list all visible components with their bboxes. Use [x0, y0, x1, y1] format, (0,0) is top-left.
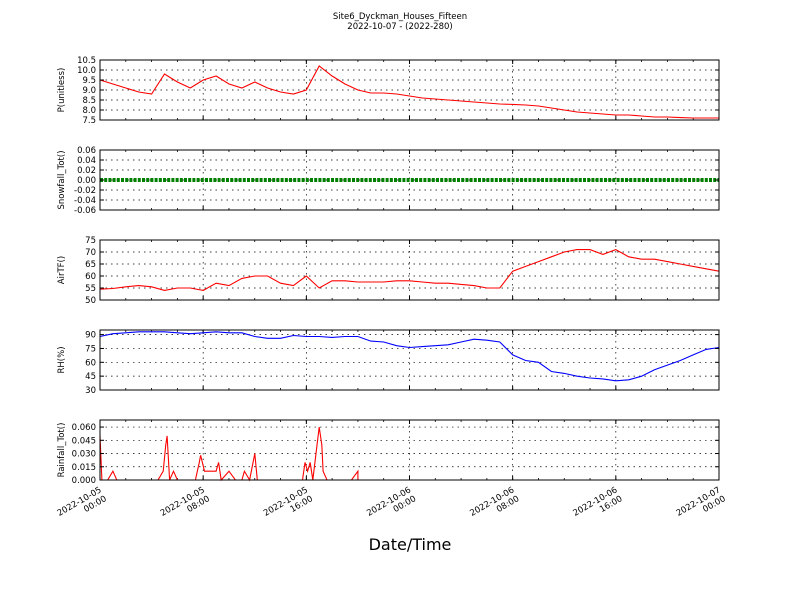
y-tick-label: 0.060 — [72, 423, 96, 433]
panel-3: 50 55 60 65 70 75 AirTF() — [57, 236, 720, 306]
y-tick-label: 55 — [85, 284, 96, 294]
series-line — [99, 331, 720, 382]
y-tick-label: 0.030 — [72, 450, 96, 460]
y-tick-label: 70 — [85, 248, 96, 258]
y-tick-label: 8.5 — [82, 96, 96, 106]
y-tick-label: 10.0 — [77, 66, 96, 76]
panels: 7.58.08.59.09.510.010.5P(unitless)-0.06-… — [57, 56, 720, 486]
axes-frame — [99, 329, 720, 391]
y-tick-label: 8.0 — [82, 106, 96, 116]
x-axis-label: Date/Time — [369, 535, 452, 554]
panel-5: 0.000 0.015 0.030 0.045 0.060 Rainfall_Tot() — [57, 419, 720, 486]
panel-1: 7.58.08.59.09.510.010.5 P(unitless) — [57, 56, 720, 126]
y-tick-label: 0.045 — [72, 436, 96, 446]
y-tick-label: 75 — [85, 344, 96, 354]
y-tick-label: 65 — [85, 260, 96, 270]
y-tick-label: 9.0 — [82, 86, 96, 96]
y-tick-label: 45 — [85, 372, 96, 382]
axes-frame — [99, 239, 720, 301]
axes-frame — [99, 419, 720, 481]
y-tick-label: 0.06 — [77, 146, 96, 156]
series-line — [99, 65, 719, 119]
y-axis-label: Snowfall_Tot() — [57, 150, 67, 209]
y-tick-label: 75 — [85, 236, 96, 246]
panel-4: 30 45 60 75 90 RH(%) — [57, 329, 720, 396]
y-axis-label: AirTF() — [57, 256, 67, 284]
y-tick-label: 0.015 — [72, 463, 96, 473]
y-tick-label: -0.04 — [74, 196, 96, 206]
y-axis-label: P(unitless) — [57, 68, 67, 113]
y-axis-label: Rainfall_Tot() — [57, 423, 67, 478]
y-tick-label: 90 — [85, 331, 96, 341]
chart-title: Site6_Dyckman_Houses_Fifteen — [333, 12, 467, 22]
y-tick-label: 0.00 — [77, 176, 96, 186]
y-tick-label: 0.000 — [72, 476, 96, 486]
panel-2: -0.06-0.04-0.020.000.020.040.06 Snowfall_… — [57, 146, 720, 216]
y-tick-label: 7.5 — [82, 116, 96, 126]
series-line — [99, 248, 720, 291]
y-tick-label: 9.5 — [82, 76, 96, 86]
y-tick-label: 0.04 — [77, 156, 96, 166]
y-axis-label: RH(%) — [57, 346, 67, 373]
y-tick-label: 10.5 — [77, 56, 96, 66]
y-tick-label: 60 — [85, 272, 96, 282]
y-tick-label: 30 — [85, 386, 96, 396]
y-tick-label: -0.02 — [74, 186, 96, 196]
y-tick-label: 60 — [85, 358, 96, 368]
chart-subtitle: 2022-10-07 - (2022-280) — [347, 22, 452, 32]
y-tick-label: 50 — [85, 296, 96, 306]
y-tick-label: 0.02 — [77, 166, 96, 176]
y-tick-label: -0.06 — [74, 206, 96, 216]
